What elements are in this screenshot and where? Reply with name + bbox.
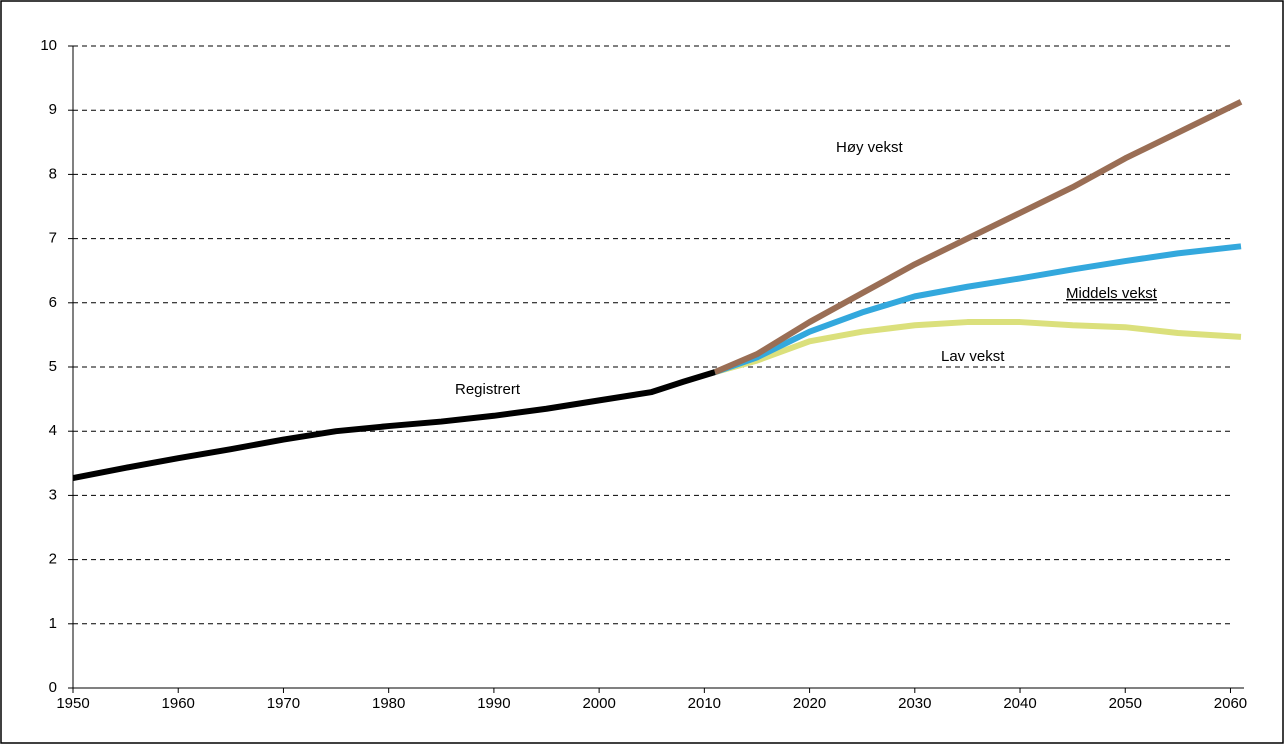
series-line [72, 369, 716, 482]
y-tick-label: 1 [49, 615, 57, 632]
x-tick-label: 2010 [688, 695, 721, 712]
series-line [713, 243, 1242, 375]
x-tick-label: 2060 [1214, 695, 1247, 712]
x-tick-label: 2000 [582, 695, 615, 712]
y-tick-label: 5 [49, 358, 57, 375]
y-tick-label: 6 [49, 294, 57, 311]
series-line [713, 99, 1243, 375]
y-tick-label: 7 [49, 230, 57, 247]
x-tick-label: 1970 [267, 695, 300, 712]
x-tick-label: 2030 [898, 695, 931, 712]
series-label: Lav vekst [941, 348, 1005, 365]
x-tick-label: 1980 [372, 695, 405, 712]
y-tick-label: 9 [49, 101, 57, 118]
y-tick-label: 2 [49, 551, 57, 568]
series-line [714, 319, 1242, 376]
y-tick-label: 4 [49, 422, 57, 439]
series-label: Høy vekst [836, 139, 904, 156]
y-tick-label: 0 [49, 679, 57, 696]
series-label: Middels vekst [1066, 285, 1158, 302]
x-tick-label: 2040 [1003, 695, 1036, 712]
series-label: Registrert [455, 381, 521, 398]
y-tick-label: 10 [40, 37, 57, 54]
y-tick-label: 8 [49, 165, 57, 182]
x-tick-label: 2020 [793, 695, 826, 712]
x-tick-label: 1950 [56, 695, 89, 712]
x-tick-label: 2050 [1109, 695, 1142, 712]
x-tick-label: 1990 [477, 695, 510, 712]
x-tick-label: 1960 [162, 695, 195, 712]
y-tick-label: 3 [49, 486, 57, 503]
